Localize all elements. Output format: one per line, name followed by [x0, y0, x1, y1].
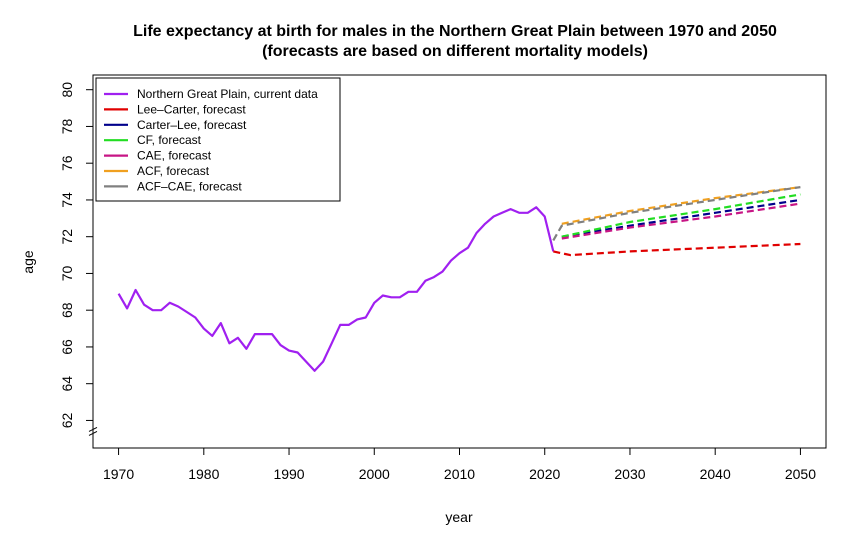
series-line-lee-carter-forecast [553, 242, 801, 257]
legend-box [95, 77, 341, 202]
y-axis-break-mark [88, 426, 98, 436]
series-line-cf-forecast [561, 193, 801, 238]
legend-label: Lee–Carter, forecast [137, 102, 246, 116]
y-tick-label: 78 [59, 118, 75, 134]
y-tick-label: 74 [59, 192, 75, 208]
legend-label: CAE, forecast [137, 149, 212, 163]
chart-title-line2: (forecasts are based on different mortal… [262, 43, 648, 60]
x-tick-label: 2020 [529, 466, 560, 482]
y-tick-label: 66 [59, 339, 75, 355]
legend-label: Carter–Lee, forecast [137, 118, 247, 132]
y-tick-label: 68 [59, 302, 75, 318]
x-tick-label: 1970 [103, 466, 134, 482]
series-line-carter-lee-forecast [561, 198, 801, 238]
chart-title-line1: Life expectancy at birth for males in th… [133, 23, 777, 40]
series-line-northern-great-plain-current-data [117, 206, 555, 372]
y-tick-label: 62 [59, 412, 75, 428]
y-tick-label: 70 [59, 265, 75, 281]
y-tick-label: 72 [59, 229, 75, 245]
x-axis: 1970 1980 1990 2000 2010 2020 2030 2040 2050 [103, 447, 816, 482]
y-axis-label: age [20, 250, 36, 274]
legend-label: Northern Great Plain, current data [137, 87, 318, 101]
y-tick-label: 76 [59, 155, 75, 171]
y-tick-label: 80 [59, 82, 75, 98]
x-tick-label: 2030 [614, 466, 645, 482]
x-tick-label: 2050 [785, 466, 816, 482]
x-tick-label: 2000 [359, 466, 390, 482]
x-tick-label: 1980 [188, 466, 219, 482]
plot-lines [117, 186, 801, 372]
y-tick-label: 64 [59, 376, 75, 392]
legend-label: CF, forecast [137, 133, 202, 147]
series-line-cae-forecast [561, 202, 801, 240]
series-line-acf-cae-forecast [552, 186, 801, 241]
x-tick-label: 2040 [700, 466, 731, 482]
x-tick-label: 2010 [444, 466, 475, 482]
legend-label: ACF–CAE, forecast [137, 179, 242, 193]
x-axis-label: year [445, 509, 473, 525]
legend: Northern Great Plain, current dataLee–Ca… [95, 77, 341, 202]
legend-label: ACF, forecast [137, 164, 210, 178]
y-axis: 62 64 66 68 70 72 74 76 78 80 [59, 82, 98, 436]
x-tick-label: 1990 [273, 466, 304, 482]
